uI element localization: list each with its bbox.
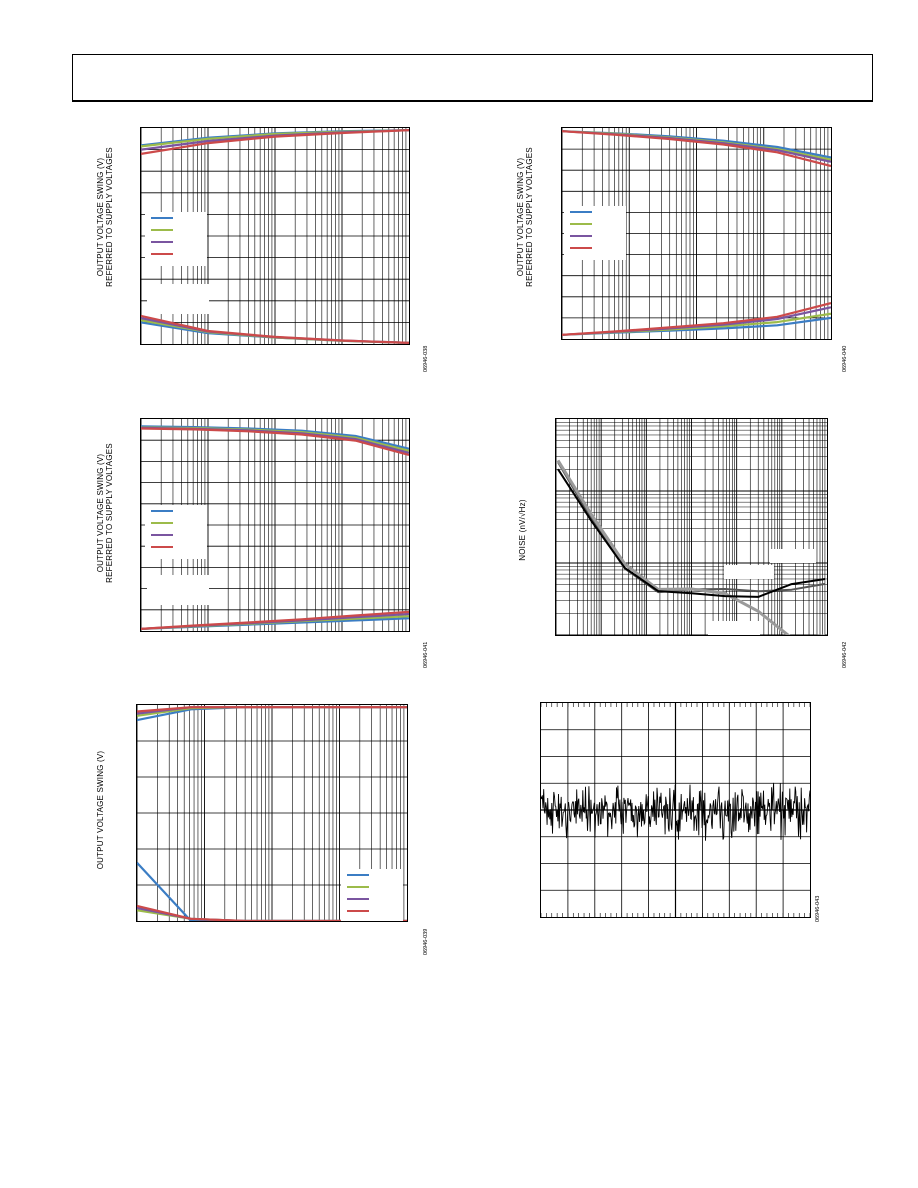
chart-5-series-4 [137, 861, 407, 921]
chart-4-figure-id: 06946-042 [842, 641, 848, 668]
page-header-box [72, 54, 873, 102]
chart-5-ylabel: OUTPUT VOLTAGE SWING (V) [96, 750, 105, 870]
chart-5-series-7 [137, 904, 407, 921]
chart-2-plot [561, 127, 832, 340]
chart-4-label-box-2 [770, 549, 816, 563]
chart-3-ylabel: OUTPUT VOLTAGE SWING (V) REFERRED TO SUP… [96, 443, 114, 583]
chart-1-legend-bg [145, 212, 207, 266]
chart-1-figure-id: 06946-038 [423, 345, 429, 372]
chart-3-plot [140, 418, 410, 632]
chart-1-ylabel: OUTPUT VOLTAGE SWING (V) REFERRED TO SUP… [96, 147, 114, 287]
chart-2-figure-id: 06946-040 [842, 345, 848, 372]
chart-5-series-3 [137, 706, 407, 713]
chart-2-series-3 [562, 130, 831, 168]
chart-6-series-0 [541, 782, 810, 841]
chart-4-label-box-1 [724, 565, 774, 579]
chart-4-plot [555, 418, 828, 636]
chart-4-series-2 [557, 468, 826, 598]
chart-3-legend-bg [145, 505, 207, 559]
chart-3-figure-id: 06946-041 [423, 641, 429, 668]
chart-4-ylabel: NOISE (nV/√Hz) [518, 499, 527, 561]
chart-5-plot [136, 704, 408, 922]
chart-1-plot [140, 127, 410, 345]
chart-1-series-7 [141, 314, 409, 344]
chart-6-figure-id: 06946-043 [815, 895, 821, 922]
chart-6-plot [540, 702, 811, 918]
chart-1-series-3 [141, 129, 409, 155]
chart-3-legend-note-box [147, 575, 209, 605]
chart-2-series-7 [562, 302, 831, 336]
chart-1-legend-note-box [147, 284, 209, 314]
chart-2-ylabel: OUTPUT VOLTAGE SWING (V) REFERRED TO SUP… [516, 147, 534, 287]
chart-5-legend-bg [341, 869, 403, 921]
chart-3-series-3 [141, 427, 409, 457]
chart-3-series-7 [141, 610, 409, 630]
chart-2-legend-bg [564, 206, 626, 260]
chart-4-series-1 [556, 459, 825, 635]
chart-5-figure-id: 06946-039 [423, 928, 429, 955]
chart-4-label-box-3 [708, 621, 760, 635]
